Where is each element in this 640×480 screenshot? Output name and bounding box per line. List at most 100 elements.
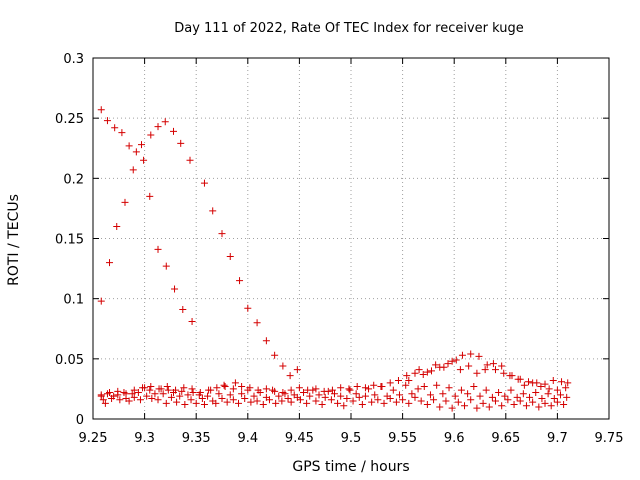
- data-point: [498, 362, 506, 370]
- data-point: [213, 384, 221, 392]
- data-point: [361, 384, 369, 392]
- data-point: [352, 390, 360, 398]
- data-point: [473, 404, 481, 412]
- data-point: [378, 383, 386, 391]
- data-point: [386, 379, 394, 387]
- data-point: [235, 399, 243, 407]
- data-point: [106, 259, 114, 267]
- data-point: [140, 156, 148, 164]
- data-point: [514, 375, 522, 383]
- data-point: [532, 389, 540, 397]
- data-point: [221, 383, 229, 391]
- data-point: [482, 386, 490, 394]
- data-point: [167, 393, 175, 401]
- data-point: [223, 398, 231, 406]
- x-tick-label: 9.45: [285, 431, 314, 446]
- data-point: [259, 401, 267, 409]
- x-tick-label: 9.3: [134, 431, 155, 446]
- data-point: [125, 397, 133, 405]
- data-point: [97, 391, 105, 399]
- data-point: [464, 390, 472, 398]
- data-point: [547, 402, 555, 410]
- data-point: [218, 230, 226, 238]
- data-point: [500, 369, 508, 377]
- data-point: [278, 397, 286, 405]
- data-point: [106, 389, 114, 397]
- data-point: [176, 392, 184, 400]
- data-point: [451, 392, 459, 400]
- data-point: [262, 337, 270, 345]
- data-point: [129, 166, 137, 174]
- y-tick-label: 0: [76, 413, 84, 428]
- data-point: [286, 372, 294, 380]
- data-point: [473, 369, 481, 377]
- data-point: [147, 131, 155, 139]
- y-tick-label: 0.3: [63, 52, 84, 67]
- axis-ticks: 9.25 9.3 9.35 9.4 9.45 9.5 9.55 9.6 9.65 9.7 9.75 0…: [55, 52, 623, 446]
- data-point: [537, 383, 545, 391]
- data-point: [151, 390, 159, 398]
- data-point: [139, 384, 147, 392]
- data-point: [415, 366, 423, 374]
- data-point: [522, 402, 530, 410]
- data-point: [563, 393, 571, 401]
- data-point: [177, 139, 185, 147]
- data-point: [238, 383, 246, 391]
- data-point: [553, 386, 561, 394]
- data-point: [110, 392, 118, 400]
- data-point: [560, 401, 568, 409]
- data-point: [445, 384, 453, 392]
- data-points: [97, 106, 572, 412]
- data-point: [99, 396, 107, 404]
- data-point: [253, 397, 261, 405]
- data-point: [130, 393, 138, 401]
- data-point: [370, 381, 378, 389]
- data-point: [334, 399, 342, 407]
- data-point: [558, 378, 566, 386]
- data-point: [180, 384, 188, 392]
- data-point: [345, 385, 353, 393]
- data-point: [402, 381, 410, 389]
- data-point: [271, 351, 279, 359]
- data-point: [148, 395, 156, 403]
- data-point: [293, 366, 301, 374]
- data-point: [476, 392, 484, 400]
- data-point: [138, 141, 146, 149]
- data-point: [553, 398, 561, 406]
- x-tick-label: 9.6: [444, 431, 465, 446]
- data-point: [507, 386, 515, 394]
- data-point: [465, 362, 473, 370]
- data-point: [287, 386, 295, 394]
- data-point: [306, 392, 314, 400]
- data-point: [405, 376, 413, 384]
- data-point: [143, 392, 151, 400]
- data-point: [510, 401, 518, 409]
- data-point: [519, 390, 527, 398]
- data-point: [361, 392, 369, 400]
- data-point: [220, 381, 228, 389]
- data-point: [495, 389, 503, 397]
- data-point: [489, 360, 497, 368]
- data-point: [529, 398, 537, 406]
- data-point: [556, 391, 564, 399]
- data-point: [312, 397, 320, 405]
- data-point: [525, 378, 533, 386]
- x-tick-label: 9.75: [595, 431, 624, 446]
- data-point: [488, 393, 496, 401]
- data-point: [405, 399, 413, 407]
- data-point: [491, 366, 499, 374]
- x-tick-label: 9.4: [237, 431, 258, 446]
- x-tick-label: 9.5: [341, 431, 362, 446]
- data-point: [118, 129, 126, 137]
- data-point: [130, 386, 138, 394]
- data-point: [475, 352, 483, 360]
- data-point: [254, 386, 262, 394]
- data-point: [562, 384, 570, 392]
- data-point: [467, 396, 475, 404]
- data-point: [155, 385, 163, 393]
- data-point: [483, 361, 491, 369]
- data-point: [247, 398, 255, 406]
- data-point: [368, 398, 376, 406]
- data-point: [349, 397, 357, 405]
- data-point: [200, 401, 208, 409]
